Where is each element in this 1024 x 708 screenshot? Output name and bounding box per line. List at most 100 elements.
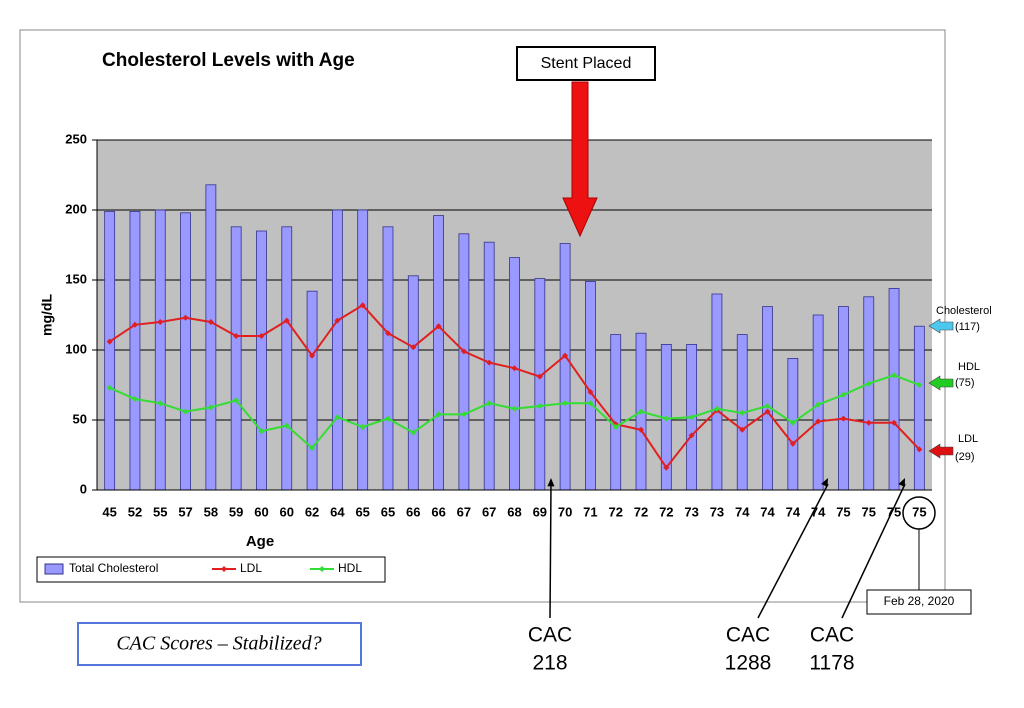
line-point [283,422,290,429]
line-point [764,408,771,415]
end-arrow [928,318,954,334]
x-tick-label: 73 [710,504,724,519]
line-point [891,372,898,379]
line-point [916,446,923,453]
line-point [612,424,619,430]
y-tick-label: 0 [80,481,87,496]
line-point [410,344,417,351]
end-labels: Cholesterol (117) HDL (75) LDL (29) [928,305,992,463]
end-label-value: (117) [955,321,980,333]
line-point [359,424,366,430]
line-point [384,330,391,337]
line-point [536,373,543,380]
line-point [739,426,746,433]
cac-arrowhead [821,478,828,487]
line-point [182,408,189,415]
x-tick-label: 58 [204,504,218,519]
bar [357,209,369,491]
line-point [233,333,240,339]
chart-title: Cholesterol Levels with Age [102,50,355,71]
bar [888,287,900,491]
line-point [536,403,543,409]
end-arrow [928,443,954,459]
bar [230,226,242,491]
line-point [233,397,240,404]
bar [534,278,546,491]
x-tick-label: 55 [153,504,167,519]
line-point [486,400,493,407]
cac-arrow [841,483,906,619]
date-label: Feb 28, 2020 [884,594,955,608]
line-point [663,415,670,422]
x-tick-label: 57 [178,504,192,519]
caption-box [77,622,362,666]
legend-point [221,566,227,572]
line-point [789,440,796,447]
line-point [638,408,645,415]
line-point [891,419,898,426]
legend-label: Total Cholesterol [69,561,158,575]
cac-arrow [757,483,829,619]
line-point [815,401,822,408]
x-tick-label: 69 [533,504,547,519]
line-point [562,352,569,359]
end-label-value: (29) [955,451,975,463]
line-point [562,400,569,407]
line-point [663,464,670,471]
x-tick-label: 75 [836,504,850,519]
y-tick-label: 200 [65,201,87,216]
line-point [435,411,442,418]
line-point [435,323,442,330]
date-box [866,589,972,615]
cac-score: 218 [532,652,567,675]
line-point [764,403,771,409]
x-tick-label: 65 [355,504,369,519]
bar [433,215,444,491]
x-tick-label: 52 [128,504,142,519]
end-label-name: Cholesterol [936,305,992,317]
line-point [157,400,164,407]
line-point [309,445,316,451]
x-tick-label: 75 [862,504,876,519]
line-point [460,411,467,418]
cac-arrowhead [547,478,555,487]
line-point [840,391,847,398]
legend-label: HDL [338,561,362,575]
legend-items: Total Cholesterol LDL HDL [44,561,362,575]
bar [180,212,191,491]
x-tick-label: 65 [381,504,395,519]
line-point [182,314,189,321]
line-point [309,352,316,359]
line-point [916,382,923,388]
line-point [106,338,113,345]
bar [407,275,419,491]
bar [711,293,723,491]
bar [104,210,116,491]
bar [509,257,520,491]
bar [610,334,622,491]
cac-arrow [549,483,552,619]
line-point [638,426,645,433]
x-tick-label: 72 [659,504,673,519]
legend-point [319,566,325,572]
line-point [258,428,265,435]
bar [559,243,571,491]
x-axis-label: Age [246,533,274,550]
bar [331,209,343,491]
end-label-name: HDL [958,361,980,373]
line-point [789,419,796,426]
x-tick-label: 72 [634,504,648,519]
x-tick-label: 73 [684,504,698,519]
x-tick-label: 70 [558,504,572,519]
cac-arrowhead [898,478,905,487]
bar [913,325,925,491]
line-point [207,319,214,325]
line-point [334,414,341,421]
line-point [207,404,214,411]
bar [382,226,394,491]
line-point [334,317,341,324]
x-tick-label: 72 [608,504,622,519]
line-point [865,419,872,426]
line-point [511,365,518,372]
